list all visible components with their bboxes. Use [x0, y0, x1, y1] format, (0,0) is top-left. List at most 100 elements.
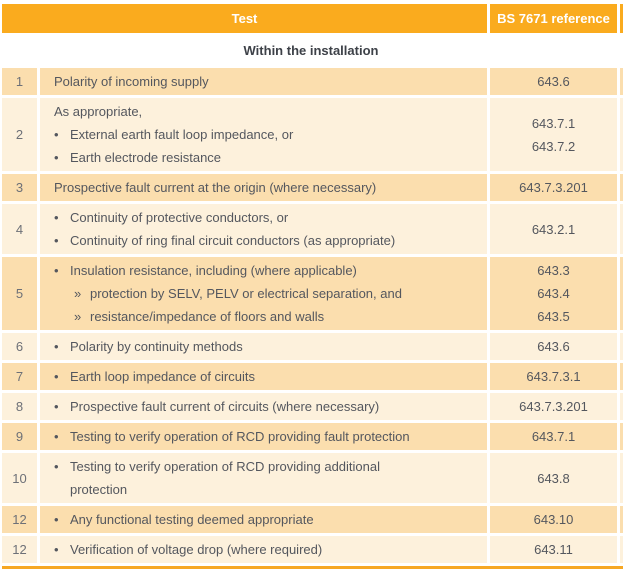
bullet-icon: • — [54, 512, 59, 527]
reference-column-header: BS 7671 reference — [490, 4, 617, 33]
table-bottom-border — [2, 566, 623, 569]
reference-cell: 643.2.1 — [490, 204, 617, 254]
row-number: 7 — [2, 363, 37, 390]
row-number: 4 — [2, 204, 37, 254]
test-text: Continuity of ring final circuit conduct… — [70, 233, 396, 248]
bullet-line: • Prospective fault current of circuits (… — [54, 395, 479, 418]
bullet-line: • Continuity of ring final circuit conduc… — [54, 229, 479, 252]
text-line: Polarity of incoming supply — [54, 70, 479, 93]
reference-value: 643.7.3.201 — [519, 399, 588, 414]
test-text: Prospective fault current of circuits (w… — [70, 399, 380, 414]
row-number: 10 — [2, 453, 37, 503]
text-line: As appropriate, — [54, 100, 479, 123]
bullet-line: • Earth loop impedance of circuits — [54, 365, 479, 388]
test-description-cell: • Earth loop impedance of circuits — [40, 363, 487, 390]
bullet-icon: • — [54, 210, 59, 225]
cropped-column-sliver — [620, 98, 623, 171]
table-row: 4 • Continuity of protective conductors, o… — [2, 204, 623, 254]
cropped-column-sliver — [620, 363, 623, 390]
reference-value: 643.2.1 — [531, 221, 576, 237]
reference-cell: 643.10 — [490, 506, 617, 533]
test-text: As appropriate, — [54, 104, 143, 119]
bullet-icon: • — [54, 339, 59, 354]
reference-value: 643.8 — [537, 470, 570, 486]
cropped-column-sliver — [620, 204, 623, 254]
bullet-line: • Continuity of protective conductors, or — [54, 206, 479, 229]
bullet-line: • Testing to verify operation of RCD prov… — [54, 455, 479, 501]
bullet-line: • Earth electrode resistance — [54, 146, 479, 169]
bullet-line: • Polarity by continuity methods — [54, 335, 479, 358]
reference-value: 643.7.3.1 — [526, 369, 581, 384]
reference-value: 643.7.1 — [531, 115, 576, 131]
test-text: Testing to verify operation of RCD provi… — [70, 429, 410, 444]
test-description-cell: • Testing to verify operation of RCD prov… — [40, 453, 487, 503]
table-row: 10 • Testing to verify operation of RCD pr… — [2, 453, 623, 503]
row-number: 9 — [2, 423, 37, 450]
test-text: Verification of voltage drop (where requ… — [70, 542, 323, 557]
reference-cell: 643.7.3.201 — [490, 393, 617, 420]
bullet-icon: • — [54, 150, 59, 165]
reference-value: 643.6 — [537, 74, 570, 89]
cropped-column-sliver — [620, 536, 623, 563]
test-text: Prospective fault current at the origin … — [54, 180, 377, 195]
test-description-cell: • Verification of voltage drop (where req… — [40, 536, 487, 563]
test-text: protection by SELV, PELV or electrical s… — [90, 286, 402, 301]
bullet-icon: • — [54, 369, 59, 384]
cropped-column-sliver — [620, 506, 623, 533]
test-text: Insulation resistance, including (where … — [70, 263, 357, 278]
reference-value: 643.7.1 — [531, 429, 576, 444]
test-column-header: Test — [2, 4, 487, 33]
bullet-icon: • — [54, 399, 59, 414]
test-text: Continuity of protective conductors, or — [70, 210, 289, 225]
reference-cell: 643.7.1 643.7.2 — [490, 98, 617, 171]
table-row: 3 Prospective fault current at the origin… — [2, 174, 623, 201]
test-description-cell: • Insulation resistance, including (where… — [40, 257, 487, 330]
reference-cell: 643.11 — [490, 536, 617, 563]
table-row: 12 • Any functional testing deemed appropr… — [2, 506, 623, 533]
sub-bullet-line: » protection by SELV, PELV or electrical … — [54, 282, 479, 305]
table-row: 12 • Verification of voltage drop (where r… — [2, 536, 623, 563]
cropped-column-sliver — [620, 333, 623, 360]
cropped-column-sliver — [620, 68, 623, 95]
test-description-cell: As appropriate, • External earth fault loo… — [40, 98, 487, 171]
reference-cell: 643.6 — [490, 333, 617, 360]
cropped-column-sliver — [620, 393, 623, 420]
reference-value: 643.11 — [534, 542, 573, 557]
reference-cell: 643.7.3.1 — [490, 363, 617, 390]
test-description-cell: Polarity of incoming supply — [40, 68, 487, 95]
sub-bullet-line: » resistance/impedance of floors and wall… — [54, 305, 479, 328]
table-row: 7 • Earth loop impedance of circuits 643.7.… — [2, 363, 623, 390]
bullet-line: • External earth fault loop impedance, or — [54, 123, 479, 146]
test-description-cell: • Continuity of protective conductors, or… — [40, 204, 487, 254]
cropped-column-sliver — [620, 174, 623, 201]
table-row: 1 Polarity of incoming supply 643.6 — [2, 68, 623, 95]
table-body: 1 Polarity of incoming supply 643.6 2 As app… — [2, 68, 623, 563]
bullet-line: • Testing to verify operation of RCD prov… — [54, 425, 479, 448]
reference-value: 643.3 — [537, 263, 570, 278]
test-text: Earth loop impedance of circuits — [70, 369, 255, 384]
reference-value: 643.7.3.201 — [519, 180, 588, 195]
cropped-column-sliver — [620, 423, 623, 450]
reference-value: 643.4 — [537, 286, 570, 301]
section-title-row: Within the installation — [2, 36, 620, 64]
test-text: Earth electrode resistance — [70, 150, 222, 165]
row-number: 2 — [2, 98, 37, 171]
bullet-line: • Any functional testing deemed appropria… — [54, 508, 479, 531]
bullet-icon: • — [54, 127, 59, 142]
row-number: 5 — [2, 257, 37, 330]
test-text: Polarity of incoming supply — [54, 74, 209, 89]
test-description-cell: • Polarity by continuity methods — [40, 333, 487, 360]
row-number: 1 — [2, 68, 37, 95]
table-row: 9 • Testing to verify operation of RCD pro… — [2, 423, 623, 450]
test-text: Testing to verify operation of RCD provi… — [70, 459, 381, 497]
cropped-column-sliver — [620, 257, 623, 330]
test-description-cell: • Prospective fault current of circuits (… — [40, 393, 487, 420]
test-description-cell: • Any functional testing deemed appropria… — [40, 506, 487, 533]
reference-cell: 643.7.1 — [490, 423, 617, 450]
reference-cell: 643.7.3.201 — [490, 174, 617, 201]
bullet-icon: • — [54, 459, 59, 474]
reference-value: 643.5 — [537, 309, 570, 324]
reference-cell: 643.8 — [490, 453, 617, 503]
bullet-icon: • — [54, 233, 59, 248]
